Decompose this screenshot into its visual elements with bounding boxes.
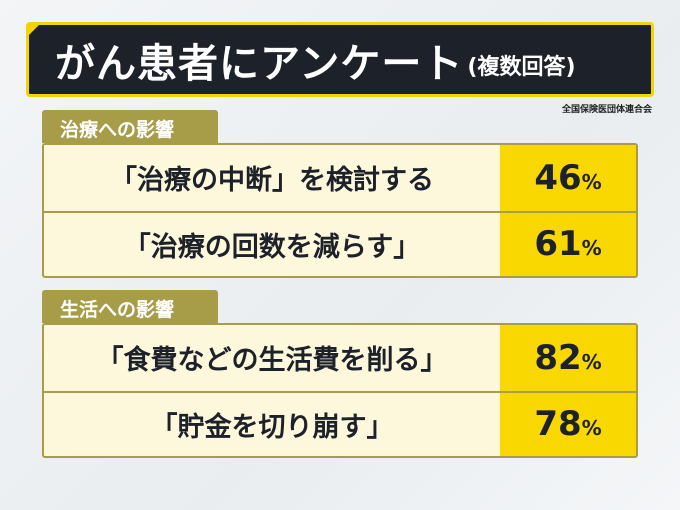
percent-unit: % xyxy=(581,169,602,194)
percent-value: 78 xyxy=(534,404,582,445)
row-value: 82% xyxy=(500,325,636,391)
row-value: 78% xyxy=(500,392,636,456)
section-label-life: 生活への影響 xyxy=(42,290,218,323)
row-value: 61% xyxy=(500,212,636,276)
table-row: 「食費などの生活費を削る」 82% xyxy=(44,325,636,391)
percent-unit: % xyxy=(581,236,602,261)
percent-unit: % xyxy=(581,416,602,441)
row-value: 46% xyxy=(500,145,636,211)
life-table: 「食費などの生活費を削る」 82% 「貯金を切り崩す」 78% xyxy=(42,323,638,458)
row-label: 「食費などの生活費を削る」 xyxy=(96,345,448,377)
row-label: 「治療の回数を減らす」 xyxy=(123,231,421,263)
row-label: 「貯金を切り崩す」 xyxy=(150,411,394,443)
percent-unit: % xyxy=(581,349,602,374)
percent-value: 46 xyxy=(534,157,582,198)
source-credit: 全国保険医団体連合会 xyxy=(561,105,652,115)
table-row: 「治療の中断」を検討する 46% xyxy=(44,145,636,211)
table-row: 「治療の回数を減らす」 61% xyxy=(44,210,636,276)
treatment-table: 「治療の中断」を検討する 46% 「治療の回数を減らす」 61% xyxy=(42,143,638,278)
title-banner: がん患者にアンケート (複数回答) xyxy=(26,22,654,97)
percent-value: 61 xyxy=(534,224,582,265)
section-label-treatment: 治療への影響 xyxy=(42,110,218,143)
table-row: 「貯金を切り崩す」 78% xyxy=(44,390,636,456)
title-sub: (複数回答) xyxy=(467,54,576,80)
percent-value: 82 xyxy=(534,337,582,378)
title-main: がん患者にアンケート xyxy=(55,40,464,87)
row-label: 「治療の中断」を検討する xyxy=(110,165,434,197)
